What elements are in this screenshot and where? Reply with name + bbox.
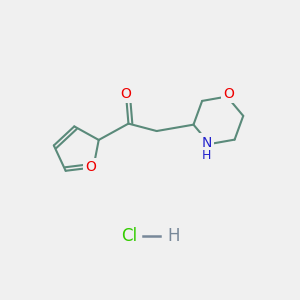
Text: H: H (167, 227, 180, 245)
Text: H: H (202, 149, 211, 162)
Text: O: O (85, 160, 96, 174)
Text: Cl: Cl (121, 227, 137, 245)
Text: O: O (121, 87, 131, 101)
Text: N: N (202, 136, 212, 149)
Text: O: O (223, 87, 234, 101)
